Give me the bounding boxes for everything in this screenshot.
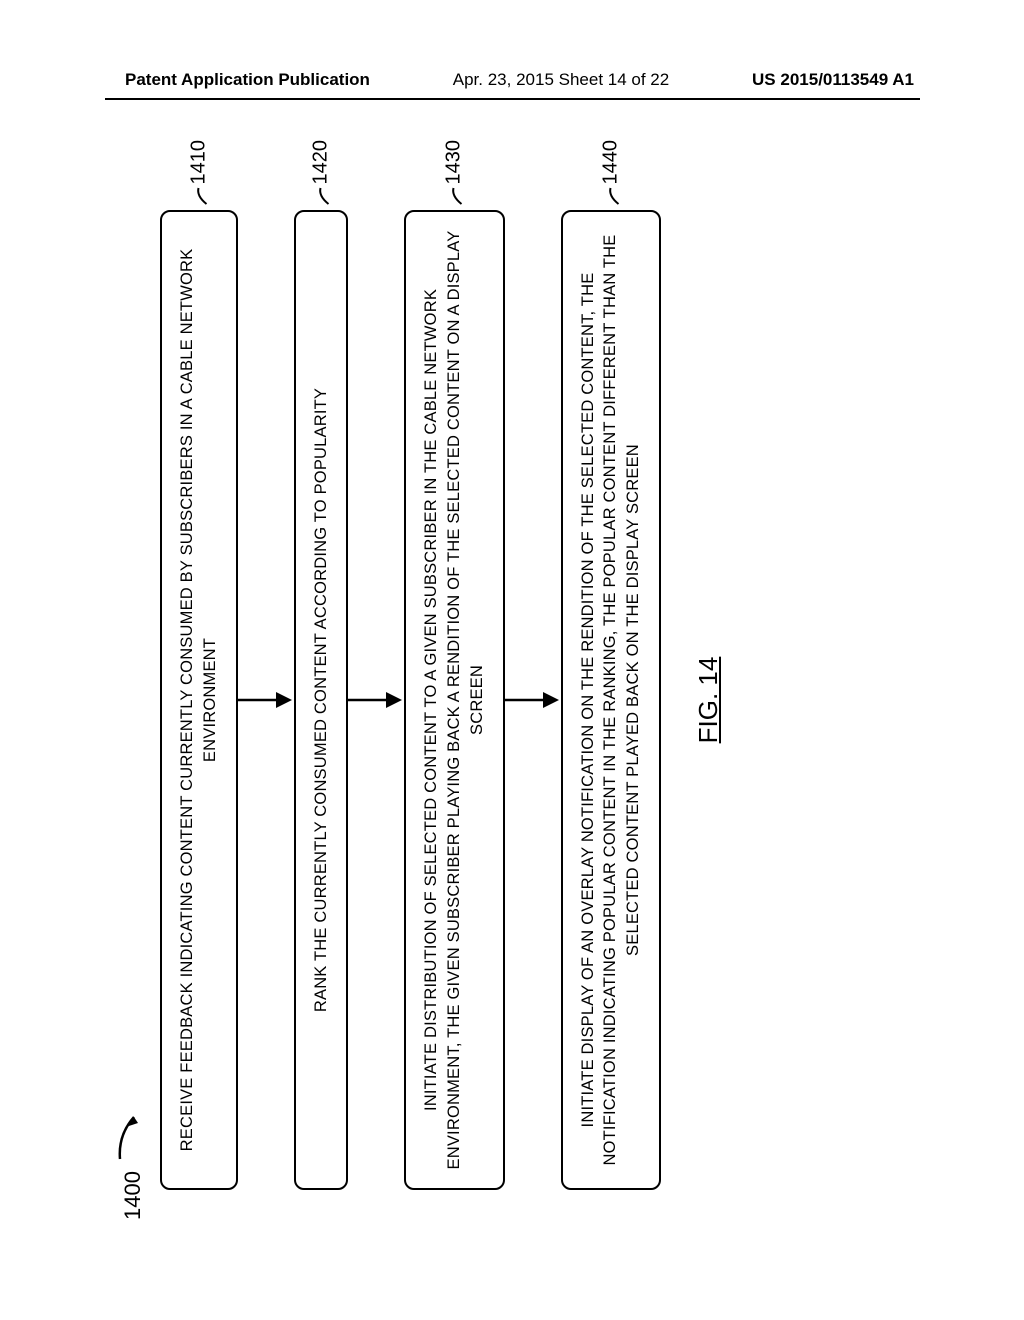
flow-arrow-icon xyxy=(505,210,561,1190)
header-docnum: US 2015/0113549 A1 xyxy=(752,70,914,90)
header-publication: Patent Application Publication xyxy=(125,70,370,90)
figure-canvas: 1400 RECEIVE FEEDBACK INDICATING CONTENT… xyxy=(100,170,920,1230)
flow-step-box: INITIATE DISTRIBUTION OF SELECTED CONTEN… xyxy=(404,210,504,1190)
flow-step-box: RECEIVE FEEDBACK INDICATING CONTENT CURR… xyxy=(160,210,238,1190)
flow-step-ref-text: 1440 xyxy=(599,140,621,185)
flow-step-ref-text: 1430 xyxy=(443,140,465,185)
flowchart-number-text: 1400 xyxy=(120,1171,145,1220)
flow-step-ref: 1440 xyxy=(599,140,622,185)
flowchart: RECEIVE FEEDBACK INDICATING CONTENT CURR… xyxy=(160,210,724,1190)
flow-step: RECEIVE FEEDBACK INDICATING CONTENT CURR… xyxy=(160,210,238,1190)
flow-arrow-icon xyxy=(348,210,404,1190)
flow-step-text: INITIATE DISTRIBUTION OF SELECTED CONTEN… xyxy=(422,231,486,1170)
flow-step: INITIATE DISTRIBUTION OF SELECTED CONTEN… xyxy=(404,210,504,1190)
flow-step-ref: 1410 xyxy=(187,140,210,185)
flow-step-ref: 1420 xyxy=(309,140,332,185)
header-date-sheet: Apr. 23, 2015 Sheet 14 of 22 xyxy=(453,70,669,90)
flow-step-text: INITIATE DISPLAY OF AN OVERLAY NOTIFICAT… xyxy=(579,235,643,1166)
flowchart-number-arrow-icon xyxy=(116,1105,146,1165)
flow-step-text: RANK THE CURRENTLY CONSUMED CONTENT ACCO… xyxy=(312,388,330,1012)
ref-tick-icon xyxy=(194,187,208,207)
flow-step: INITIATE DISPLAY OF AN OVERLAY NOTIFICAT… xyxy=(561,210,661,1190)
figure-label: FIG. 14 xyxy=(693,210,724,1190)
ref-tick-icon xyxy=(316,187,330,207)
flowchart-number: 1400 xyxy=(110,1105,146,1220)
ref-tick-icon xyxy=(450,187,464,207)
flow-step-ref-text: 1410 xyxy=(187,140,209,185)
flow-step-text: RECEIVE FEEDBACK INDICATING CONTENT CURR… xyxy=(178,249,219,1152)
header-rule xyxy=(105,98,920,100)
flow-step-ref: 1430 xyxy=(443,140,466,185)
flow-step-ref-text: 1420 xyxy=(309,140,331,185)
flow-arrow-icon xyxy=(238,210,294,1190)
flow-step-box: RANK THE CURRENTLY CONSUMED CONTENT ACCO… xyxy=(294,210,349,1190)
ref-tick-icon xyxy=(606,187,620,207)
flow-step: RANK THE CURRENTLY CONSUMED CONTENT ACCO… xyxy=(294,210,349,1190)
flow-step-box: INITIATE DISPLAY OF AN OVERLAY NOTIFICAT… xyxy=(561,210,661,1190)
